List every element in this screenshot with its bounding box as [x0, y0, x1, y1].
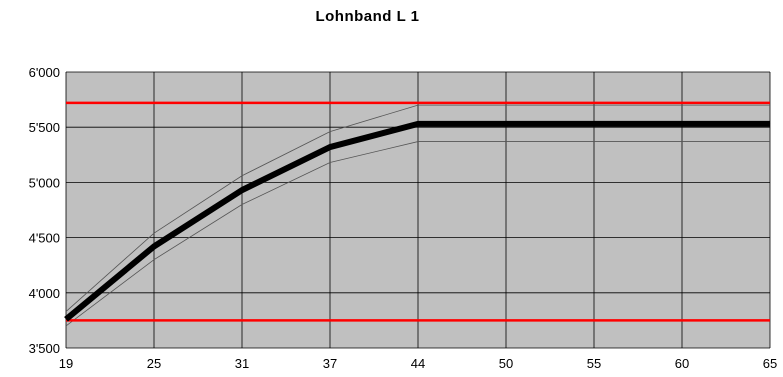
x-tick-label: 65: [763, 356, 777, 371]
x-tick-label: 25: [147, 356, 161, 371]
x-tick-label: 31: [235, 356, 249, 371]
x-tick-label: 50: [499, 356, 513, 371]
chart-title: Lohnband L 1: [315, 8, 420, 25]
y-tick-label: 4'000: [29, 286, 60, 301]
series-line-upper-band: [65, 104, 770, 312]
y-tick-label: 4'500: [29, 231, 60, 246]
series-line-lower-band: [65, 141, 770, 327]
x-tick-label: 55: [587, 356, 601, 371]
y-tick-label: 6'000: [29, 65, 60, 80]
y-tick-label: 5'000: [29, 175, 60, 190]
y-tick-label: 5'500: [29, 120, 60, 135]
x-tick-label: 19: [59, 356, 73, 371]
x-tick-label: 37: [323, 356, 337, 371]
x-tick-label: 60: [675, 356, 689, 371]
x-tick-label: 44: [411, 356, 425, 371]
y-tick-label: 3'500: [29, 341, 60, 356]
